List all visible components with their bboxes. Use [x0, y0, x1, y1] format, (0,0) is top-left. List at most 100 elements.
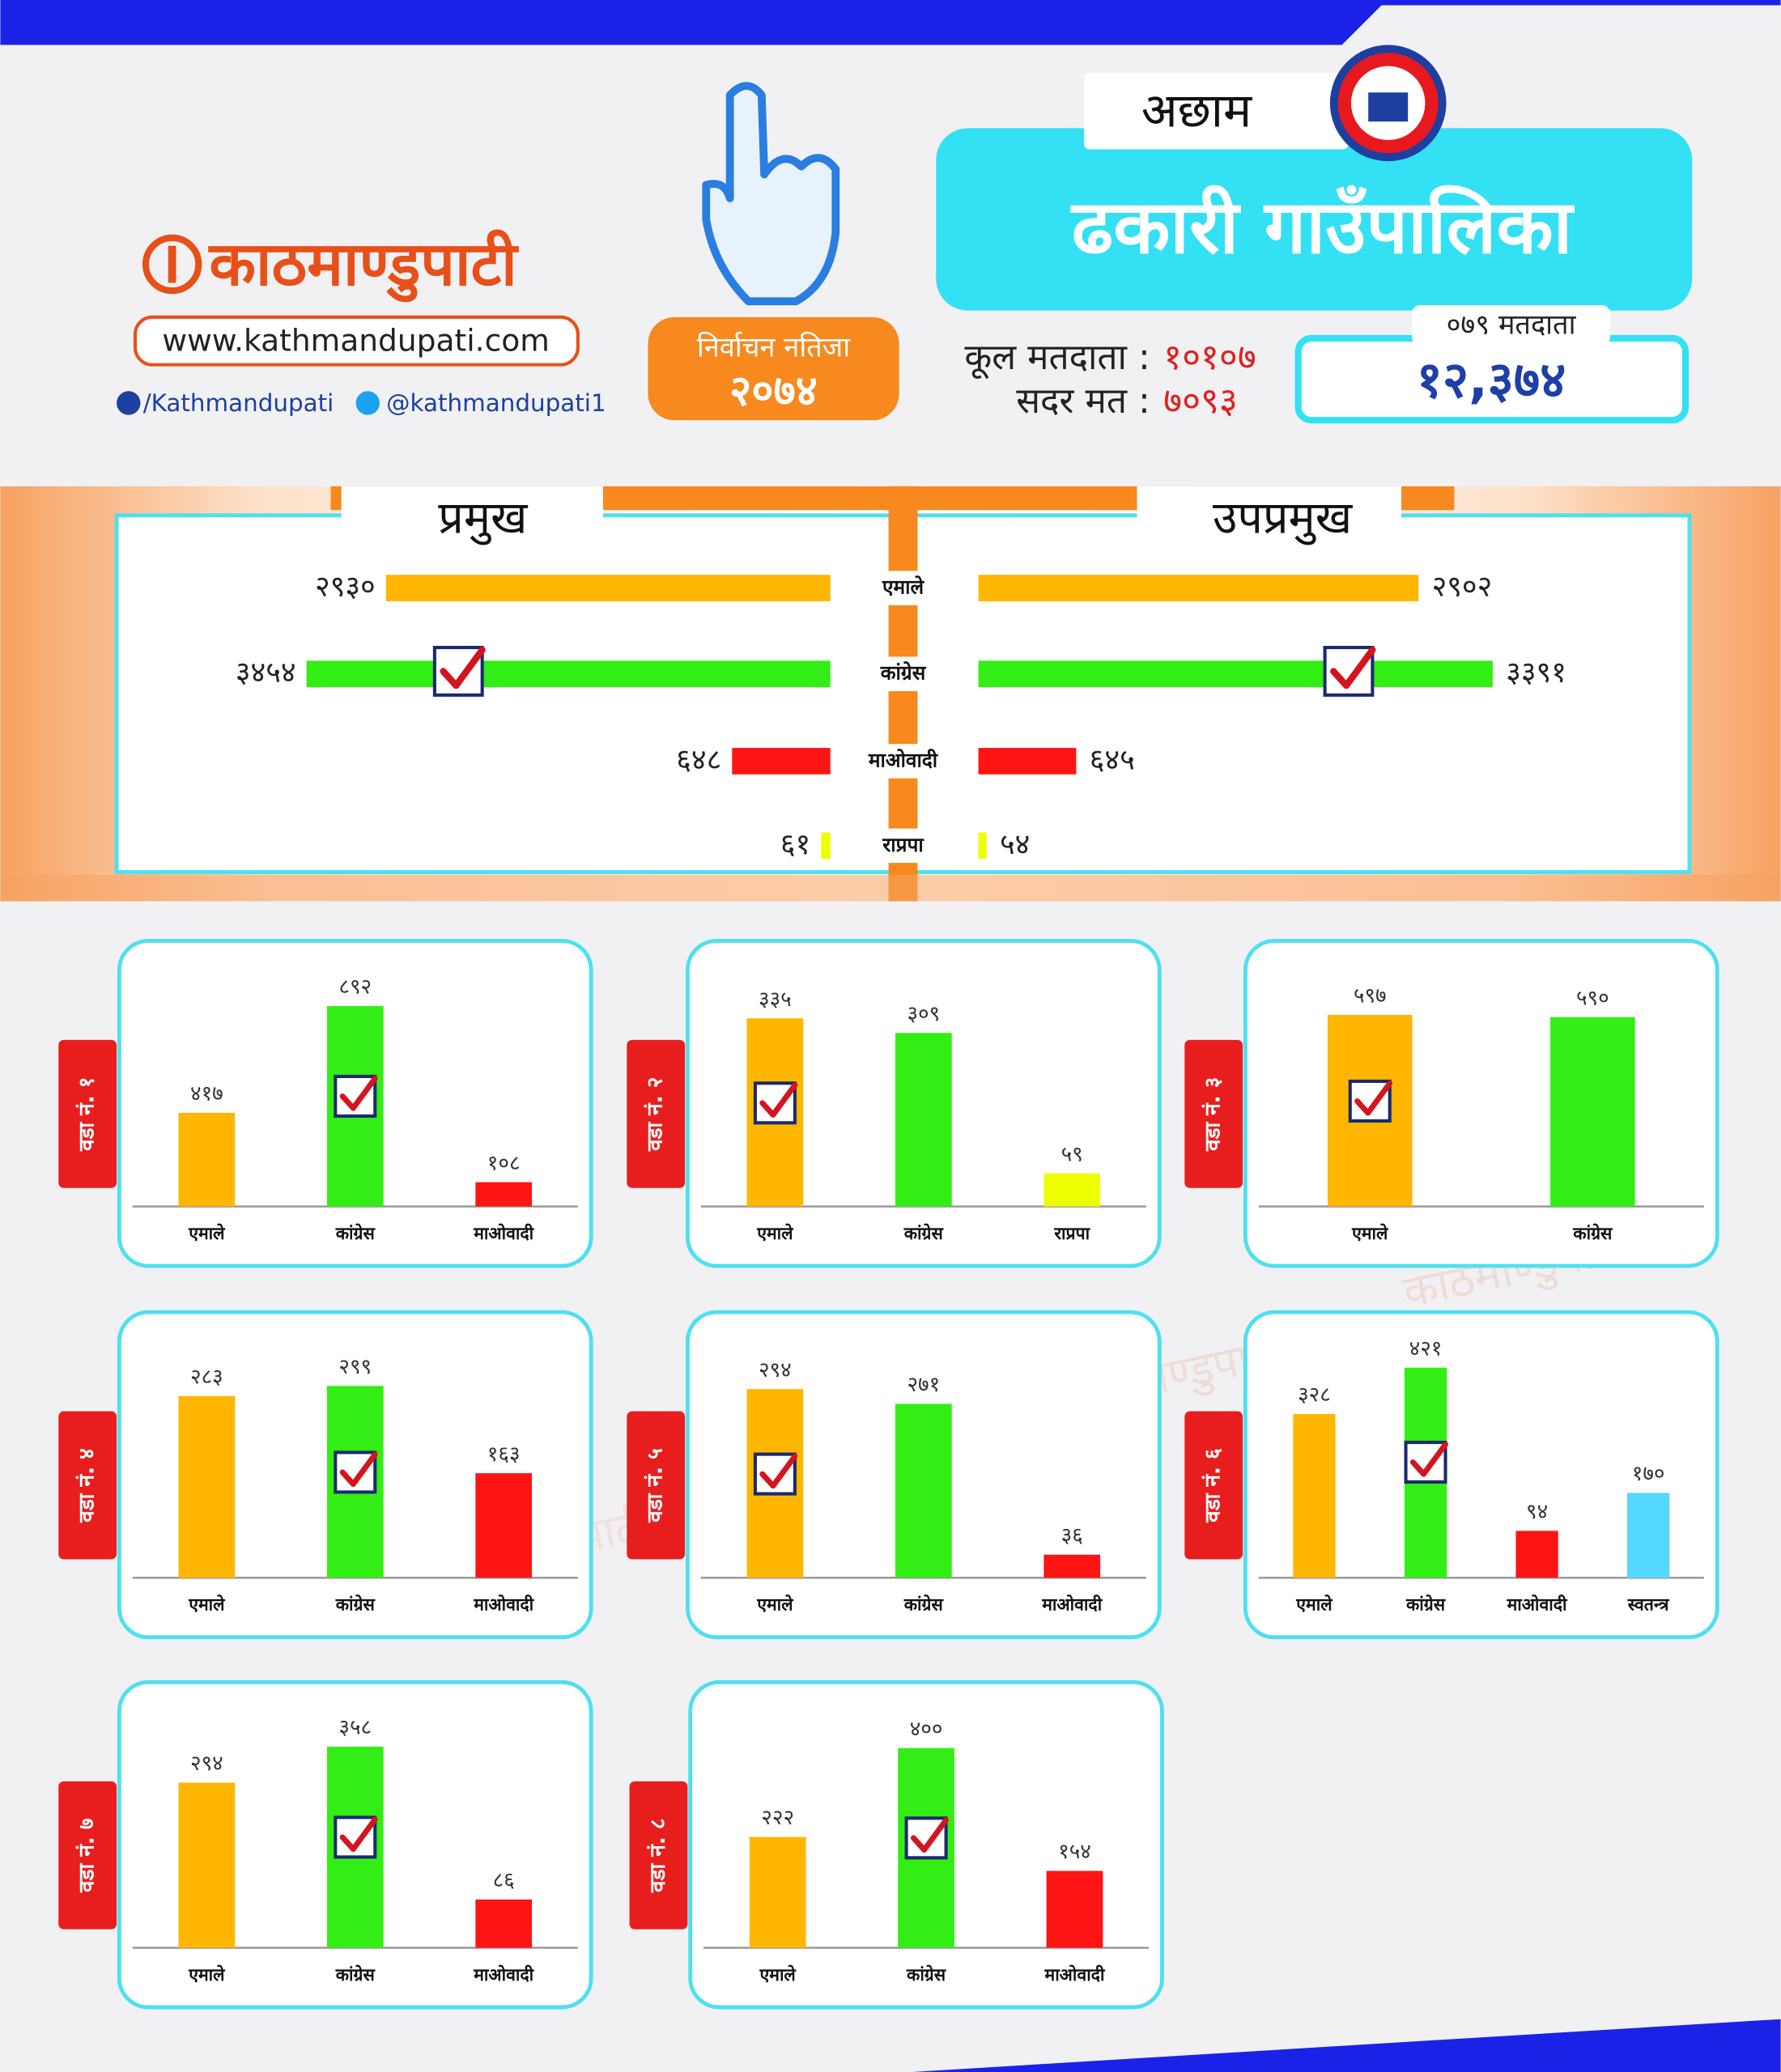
bar	[895, 1033, 952, 1207]
ward-title: वडा नं. ८	[646, 1819, 670, 1893]
bar	[978, 748, 1077, 775]
twitter-icon	[355, 391, 380, 415]
category-label: राप्रपा	[882, 833, 925, 856]
bar	[1626, 1492, 1670, 1578]
category-label: एमाले	[882, 575, 925, 599]
category-label: माओवादी	[868, 748, 939, 771]
category-tab	[856, 656, 950, 691]
check-mark	[1409, 1441, 1448, 1477]
category-label: स्वतन्त्र	[1627, 1595, 1670, 1616]
category-label: माओवादी	[473, 1964, 534, 1985]
value-label: ३४५४	[236, 656, 296, 690]
category-label: एमाले	[756, 1223, 794, 1244]
bar	[475, 1182, 533, 1207]
value-label: १७०	[1632, 1462, 1665, 1486]
value-label: ४२१	[1409, 1336, 1443, 1361]
value-label: २९०२	[1432, 571, 1493, 604]
badge-title: निर्वाचन नतिजा	[697, 332, 851, 364]
value-label: १०८	[487, 1151, 521, 1175]
website-box	[133, 315, 580, 367]
value-label: ५४	[1000, 828, 1030, 861]
ward-tab	[58, 1411, 117, 1560]
section-bottom-bar	[0, 874, 1781, 902]
ward-tab	[627, 1039, 686, 1188]
category-label: एमाले	[1295, 1594, 1333, 1616]
tab	[1137, 486, 1402, 555]
brand-icon	[142, 234, 202, 295]
twitter: @kathmandupati1	[386, 389, 606, 417]
brand: काठमाण्डुपाटी	[207, 228, 519, 303]
voters-079: १२,३७४	[1417, 350, 1566, 410]
ward-tab	[58, 1039, 117, 1188]
bar	[1293, 1414, 1336, 1578]
category-label: माओवादी	[473, 1594, 534, 1616]
category-label: कांग्रेस	[1405, 1594, 1447, 1616]
value-label: ३५८	[338, 1716, 372, 1740]
ward-tab	[58, 1781, 117, 1930]
value-label: ३३५	[759, 987, 792, 1012]
category-label: राप्रपा	[1053, 1224, 1090, 1244]
bar	[385, 575, 831, 601]
bar	[1515, 1531, 1558, 1578]
bar	[732, 748, 831, 775]
brand-icon	[168, 245, 176, 283]
ward-title: वडा नं. ४	[75, 1448, 100, 1522]
category-label: एमाले	[756, 1594, 794, 1616]
voters-079-tab	[1412, 305, 1610, 346]
check-mark	[339, 1075, 378, 1111]
bar	[821, 832, 831, 860]
bar	[1044, 1554, 1101, 1578]
bar	[178, 1782, 236, 1948]
value-label: २२२	[761, 1806, 794, 1830]
total-voters: १०१०७	[1163, 337, 1256, 378]
bar	[178, 1395, 236, 1578]
value-label: ६४५	[1090, 743, 1135, 776]
facebook: /Kathmandupati	[143, 389, 334, 417]
check-mark	[1354, 1080, 1393, 1116]
category-label: कांग्रेस	[335, 1223, 376, 1244]
bar	[1046, 1870, 1103, 1948]
bar	[1550, 1017, 1635, 1207]
value-label: ४१७	[190, 1082, 223, 1106]
series-title: प्रमुख	[438, 491, 529, 545]
facebook-icon	[117, 391, 141, 415]
ward-title: वडा नं. ७	[75, 1819, 100, 1893]
district: अछाम	[1141, 83, 1252, 138]
municipality: ढकारी गाउँपालिका	[1070, 184, 1575, 270]
ward-title: वडा नं. १	[75, 1077, 100, 1152]
category-label: माओवादी	[1044, 1964, 1106, 1985]
value-label: १५४	[1058, 1840, 1091, 1864]
badge	[648, 316, 899, 421]
value-label: ६१	[780, 828, 810, 861]
category-label: एमाले	[1351, 1223, 1389, 1244]
category-tab	[856, 744, 950, 779]
value-label: ५९७	[1354, 984, 1387, 1008]
value-label: ८६	[493, 1869, 515, 1893]
value-label: ५९०	[1576, 986, 1609, 1010]
value-label: २९९	[338, 1355, 372, 1379]
bar	[749, 1836, 806, 1948]
value-label: ६४८	[676, 743, 721, 776]
ward-tab	[1184, 1411, 1243, 1560]
category-label: माओवादी	[1041, 1594, 1103, 1616]
check-mark	[1330, 646, 1376, 690]
ward-title: वडा नं. २	[644, 1077, 668, 1152]
category-label: एमाले	[188, 1964, 226, 1985]
ward-tab	[1184, 1039, 1243, 1188]
website: www.kathmandupati.com	[162, 322, 549, 358]
check-mark	[339, 1451, 378, 1488]
check-mark	[759, 1082, 798, 1118]
value-label: ३२८	[1298, 1383, 1331, 1408]
ward-tab	[629, 1781, 688, 1930]
bar	[306, 660, 831, 687]
category-label: एमाले	[759, 1964, 797, 1985]
category-label: कांग्रेस	[906, 1964, 947, 1985]
check-mark	[759, 1453, 798, 1489]
category-label: एमाले	[188, 1594, 226, 1616]
voters-079-label: ०७९ मतदाता	[1447, 309, 1577, 342]
category-label: कांग्रेस	[1572, 1223, 1613, 1244]
bar	[1044, 1173, 1101, 1207]
category-label: एमाले	[188, 1223, 226, 1244]
category-label: कांग्रेस	[903, 1223, 945, 1244]
